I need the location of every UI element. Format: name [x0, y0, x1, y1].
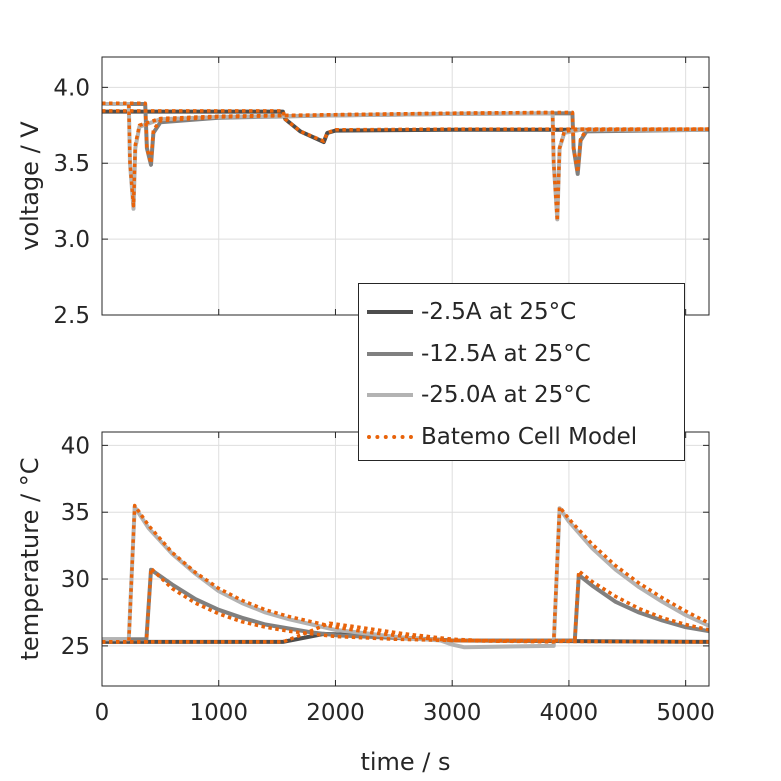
series-line-batemo-cell-model: [102, 566, 709, 644]
legend-item-25a: -25.0A at 25°C: [367, 375, 591, 415]
series-line--25-0a-at-25-c: [102, 504, 709, 650]
legend-label: -2.5A at 25°C: [421, 299, 577, 325]
series-line-batemo-cell-model: [102, 503, 709, 644]
legend-label: -12.5A at 25°C: [421, 341, 591, 367]
legend-item-12-5a: -12.5A at 25°C: [367, 334, 591, 374]
temperature-panel: 0 1000 2000 3000 4000 5000 25 30 35 40 temperature…: [16, 431, 715, 776]
axes-frame: [101, 56, 710, 316]
x-tick-label: 2000: [306, 700, 365, 726]
series-line-batemo-cell-model: [102, 101, 709, 223]
axes-frame: [101, 431, 710, 687]
y-tick-label: 3.5: [53, 151, 90, 177]
legend-swatch: [367, 393, 413, 397]
series-group: [102, 101, 709, 223]
legend-label: -25.0A at 25°C: [421, 382, 591, 408]
series-line-batemo-cell-model: [102, 109, 709, 143]
x-tick-label: 1000: [189, 700, 248, 726]
x-tick-label: 0: [95, 700, 110, 726]
x-tick-label: 3000: [423, 700, 482, 726]
y-axis-label: voltage / V: [16, 121, 44, 251]
legend-item-model: Batemo Cell Model: [367, 417, 637, 457]
legend: -2.5A at 25°C -12.5A at 25°C -25.0A at 2…: [358, 283, 685, 461]
y-axis-label: temperature / °C: [16, 458, 44, 661]
x-tick-label: 4000: [540, 700, 599, 726]
y-tick-label: 4.0: [53, 75, 90, 101]
x-axis-label: time / s: [360, 748, 450, 776]
y-tick-label: 25: [61, 634, 90, 660]
legend-label: Batemo Cell Model: [421, 424, 638, 450]
series-line--12-5a-at-25-c: [102, 567, 709, 643]
legend-swatch: [367, 352, 413, 356]
x-tick-label: 5000: [656, 700, 715, 726]
y-tick-label: 2.5: [53, 303, 90, 329]
y-tick-label: 40: [61, 433, 90, 459]
voltage-panel: 2.5 3.0 3.5 4.0 voltage / V: [16, 56, 710, 329]
series-group: [102, 503, 709, 650]
legend-swatch: [367, 310, 413, 314]
y-tick-label: 3.0: [53, 227, 90, 253]
legend-item-2-5a: -2.5A at 25°C: [367, 292, 576, 332]
y-tick-label: 30: [61, 567, 90, 593]
legend-swatch: [367, 435, 413, 439]
y-tick-label: 35: [61, 500, 90, 526]
